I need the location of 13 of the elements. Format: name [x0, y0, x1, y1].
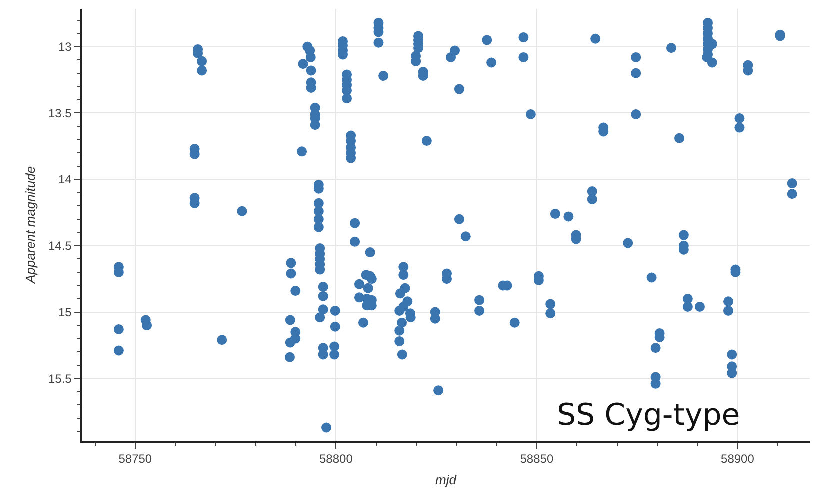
y-tick-label: 15.5 — [48, 372, 72, 386]
y-tick-label: 13 — [58, 40, 72, 54]
x-axis-title: mjd — [436, 472, 458, 488]
y-tick-label: 13.5 — [48, 106, 72, 120]
y-axis-title: Apparent magnitude — [22, 166, 38, 285]
x-tick-label: 58800 — [319, 452, 354, 466]
y-tick-label: 15 — [58, 305, 72, 320]
x-tick-label: 58750 — [118, 452, 152, 466]
x-tick-label: 58850 — [520, 452, 554, 466]
x-tick-label: 58900 — [721, 452, 755, 466]
y-tick-label: 14 — [58, 172, 72, 187]
annotation: SS Cyg-type — [557, 398, 740, 433]
y-tick-label: 14.5 — [48, 239, 72, 254]
